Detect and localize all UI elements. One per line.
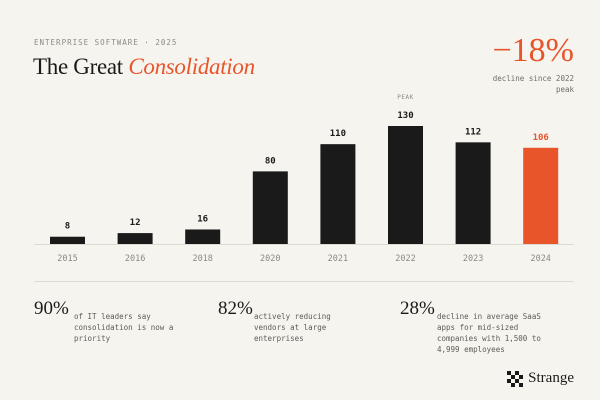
bar-2024: [523, 147, 559, 244]
x-tick-2020: 2020: [260, 254, 280, 264]
stat-value: 28%: [400, 298, 435, 319]
bar-2021: [320, 144, 356, 244]
eyebrow-label: ENTERPRISE SOFTWARE · 2025: [34, 38, 178, 47]
stat-description: of IT leaders say consolidation is now a…: [74, 312, 174, 343]
headline-stat-caption: decline since 2022 peak: [492, 74, 574, 94]
value-label-2020: 80: [265, 156, 276, 166]
page-title: The Great Consolidation: [33, 54, 255, 80]
headline-stat-value: −18%: [492, 32, 575, 69]
brand-name: Strange: [528, 370, 574, 386]
x-tick-2016: 2016: [125, 254, 145, 264]
stat-description: actively reducing vendors at large enter…: [254, 312, 331, 343]
bar-2018: [185, 229, 221, 244]
value-label-2022: 130: [397, 111, 413, 121]
bar-2023: [455, 142, 491, 244]
x-tick-2023: 2023: [463, 254, 483, 264]
checker-logo-icon: [507, 370, 524, 387]
value-label-2015: 8: [65, 222, 70, 232]
title-main: The Great: [33, 54, 123, 79]
value-label-2024: 106: [533, 133, 549, 143]
bar-2022: [388, 126, 423, 244]
section-divider: [34, 281, 574, 282]
stat-value: 90%: [34, 298, 69, 319]
x-tick-2015: 2015: [57, 254, 77, 264]
x-tick-2021: 2021: [328, 254, 348, 264]
stat-description: decline in average SaaS apps for mid-siz…: [437, 312, 541, 354]
value-label-2018: 16: [197, 214, 208, 224]
x-tick-2018: 2018: [192, 254, 212, 264]
x-tick-2024: 2024: [530, 254, 550, 264]
bar-2020: [252, 171, 288, 244]
bar-chart: 8 2015 12 2016 16 2018 80 2020 110 2021 130 2022 112…: [34, 94, 574, 264]
value-label-2023: 112: [465, 127, 481, 137]
bar-2015: [50, 236, 85, 244]
bar-2016: [117, 233, 153, 244]
value-label-2021: 110: [330, 129, 346, 139]
value-label-2016: 12: [130, 218, 141, 228]
title-accent: Consolidation: [128, 54, 255, 79]
brand-logo: Strange: [507, 370, 574, 387]
x-tick-2022: 2022: [395, 254, 415, 264]
peak-annotation: PEAK: [397, 94, 413, 101]
stat-value: 82%: [218, 298, 253, 319]
